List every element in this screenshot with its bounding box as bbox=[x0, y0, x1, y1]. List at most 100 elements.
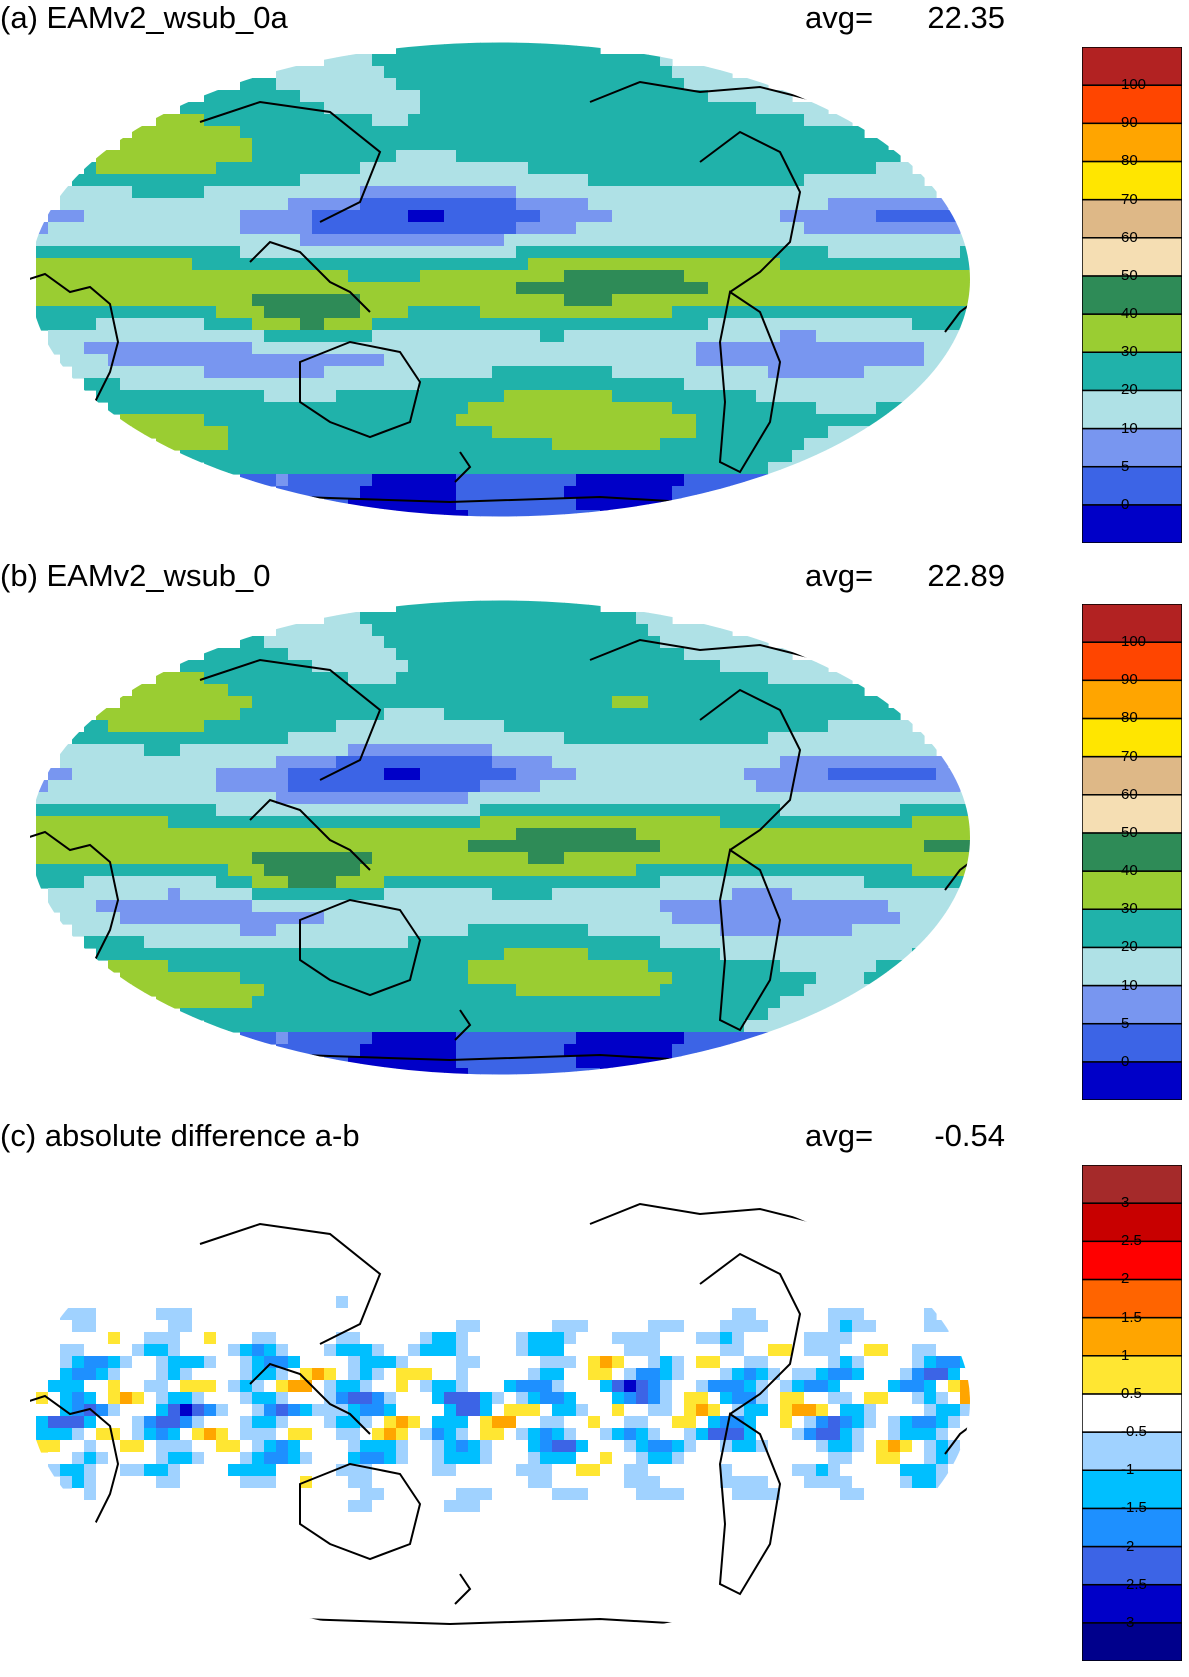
map-cell bbox=[444, 780, 457, 793]
map-cell bbox=[420, 234, 433, 247]
map-cell bbox=[912, 852, 925, 865]
map-cell bbox=[456, 768, 469, 781]
map-cell bbox=[684, 402, 697, 415]
map-cell bbox=[888, 708, 901, 721]
map-cell bbox=[456, 462, 469, 475]
map-cell bbox=[792, 402, 805, 415]
map-cell bbox=[600, 636, 613, 649]
map-cell bbox=[300, 378, 313, 391]
map-cell bbox=[540, 696, 553, 709]
map-cell bbox=[288, 684, 301, 697]
map-cell bbox=[576, 1068, 589, 1075]
map-cell bbox=[108, 402, 121, 415]
map-cell bbox=[744, 732, 757, 745]
map-cell bbox=[624, 696, 637, 709]
map-cell bbox=[252, 186, 265, 199]
map-cell bbox=[156, 948, 169, 961]
map-cell bbox=[324, 876, 337, 889]
map-cell bbox=[144, 780, 157, 793]
map-cell bbox=[960, 816, 970, 829]
map-cell bbox=[564, 102, 577, 115]
map-cell bbox=[336, 732, 349, 745]
map-cell bbox=[804, 912, 817, 925]
map-cell bbox=[660, 426, 673, 439]
map-cell bbox=[96, 852, 109, 865]
map-cell bbox=[528, 840, 541, 853]
map-cell bbox=[624, 744, 637, 757]
map-cell bbox=[648, 486, 661, 499]
map-cell bbox=[696, 672, 709, 685]
map-cell bbox=[648, 474, 661, 487]
map-cell bbox=[408, 342, 421, 355]
map-cell bbox=[372, 816, 385, 829]
map-cell bbox=[480, 864, 493, 877]
map-cell bbox=[864, 342, 877, 355]
map-cell bbox=[192, 804, 205, 817]
map-cell bbox=[588, 1068, 601, 1075]
map-cell bbox=[216, 258, 229, 271]
map-cell bbox=[132, 306, 145, 319]
colorbar-tick-label: 80 bbox=[1121, 152, 1138, 170]
map-cell bbox=[504, 270, 517, 283]
map-cell bbox=[204, 258, 217, 271]
map-cell bbox=[168, 390, 181, 403]
map-cell bbox=[564, 294, 577, 307]
map-cell bbox=[372, 414, 385, 427]
map-cell bbox=[756, 282, 769, 295]
map-cell bbox=[684, 792, 697, 805]
map-cell bbox=[780, 804, 793, 817]
map-cell bbox=[492, 114, 505, 127]
map-cell bbox=[264, 246, 277, 259]
map-cell bbox=[444, 624, 457, 637]
map-cell bbox=[180, 708, 193, 721]
map-cell bbox=[276, 270, 289, 283]
map-cell bbox=[240, 804, 253, 817]
map-cell bbox=[396, 402, 409, 415]
map-cell bbox=[588, 936, 601, 949]
map-cell bbox=[144, 162, 157, 175]
map-cell bbox=[744, 306, 757, 319]
map-cell bbox=[480, 258, 493, 271]
map-cell bbox=[324, 744, 337, 757]
map-cell bbox=[648, 186, 661, 199]
map-cell bbox=[480, 66, 493, 79]
map-cell bbox=[624, 672, 637, 685]
map-cell bbox=[696, 708, 709, 721]
map-cell bbox=[708, 366, 721, 379]
map-cell bbox=[120, 888, 133, 901]
map-cell bbox=[144, 150, 157, 163]
map-cell bbox=[360, 876, 373, 889]
map-cell bbox=[180, 150, 193, 163]
map-cell bbox=[480, 306, 493, 319]
map-cell bbox=[564, 612, 577, 625]
map-cell bbox=[336, 318, 349, 331]
map-cell bbox=[192, 282, 205, 295]
map-cell bbox=[780, 414, 793, 427]
map-cell bbox=[216, 438, 229, 451]
map-cell bbox=[468, 90, 481, 103]
map-cell bbox=[756, 756, 769, 769]
map-cell bbox=[396, 840, 409, 853]
map-cell bbox=[372, 1056, 385, 1069]
map-cell bbox=[804, 138, 817, 151]
map-cell bbox=[504, 186, 517, 199]
map-cell bbox=[432, 912, 445, 925]
map-cell bbox=[72, 780, 85, 793]
map-cell bbox=[876, 366, 889, 379]
map-cell bbox=[384, 114, 397, 127]
map-cell bbox=[768, 768, 781, 781]
map-cell bbox=[876, 972, 889, 985]
map-cell bbox=[636, 294, 649, 307]
map-cell bbox=[360, 864, 373, 877]
map-cell bbox=[900, 912, 913, 925]
map-cell bbox=[420, 672, 433, 685]
map-cell bbox=[396, 984, 409, 997]
map-cell bbox=[588, 636, 601, 649]
map-cell bbox=[456, 270, 469, 283]
map-cell bbox=[456, 720, 469, 733]
map-cell bbox=[384, 1044, 397, 1057]
map-cell bbox=[636, 90, 649, 103]
map-cell bbox=[744, 876, 757, 889]
map-cell bbox=[240, 126, 253, 139]
map-cell bbox=[408, 66, 421, 79]
